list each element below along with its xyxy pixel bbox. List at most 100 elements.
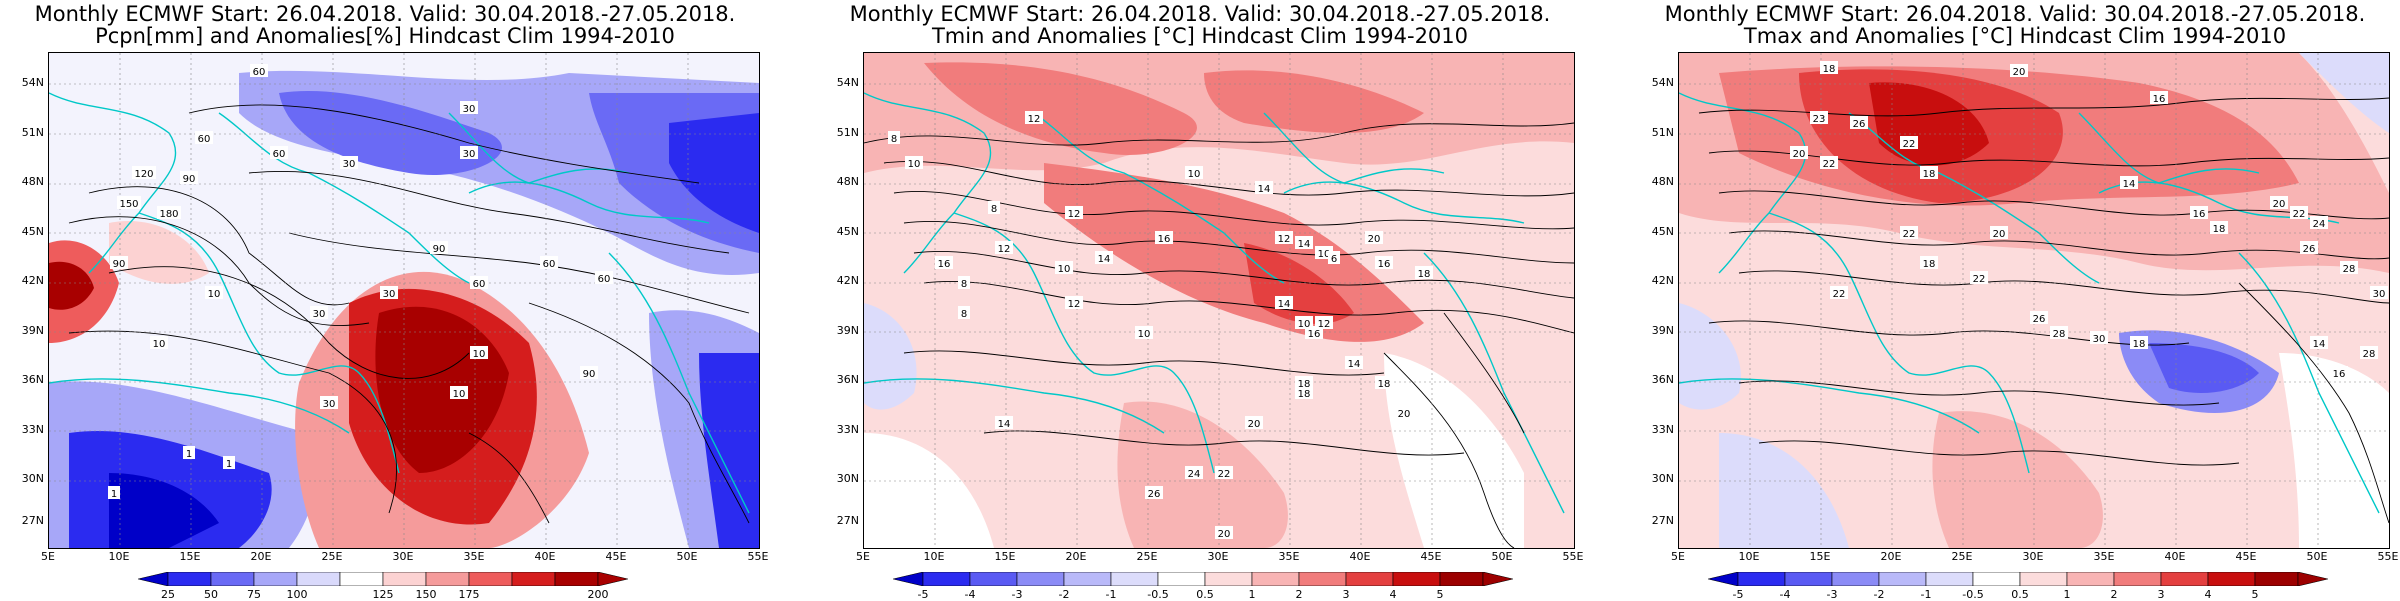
svg-text:60: 60 [198, 134, 211, 145]
contour-label: 16 [2150, 91, 2168, 105]
lon-label: 25E [1136, 550, 1158, 563]
contour-label: 14 [2120, 176, 2138, 190]
svg-text:30: 30 [323, 399, 336, 410]
lat-label: 51N [836, 126, 859, 139]
colorbar [893, 572, 1513, 586]
contour-label: 6 [1328, 251, 1340, 265]
lat-label: 42N [836, 274, 859, 287]
contour-label: 22 [1900, 226, 1918, 240]
svg-text:22: 22 [1218, 469, 1231, 480]
svg-text:1: 1 [226, 459, 232, 470]
colorbar-tick: 100 [286, 588, 308, 601]
contour-label: 10 [1295, 316, 1313, 330]
lon-label: 30E [1207, 550, 1229, 563]
svg-text:180: 180 [159, 209, 178, 220]
lat-label: 39N [1651, 324, 1674, 337]
contour-label: 20 [1790, 146, 1808, 160]
lat-label: 42N [21, 274, 44, 287]
precip-map: 60 30 60 90 120 150 180 90 60 30 10 10 30 60 90 10 30 30 6… [48, 52, 760, 549]
lon-label: 25E [321, 550, 343, 563]
svg-text:90: 90 [583, 369, 596, 380]
colorbar-tick: 75 [247, 588, 261, 601]
colorbar-tick: 3 [2157, 588, 2165, 601]
contour-label: 20 [2270, 196, 2288, 210]
colorbar-tick: -5 [1732, 588, 1744, 601]
lat-label: 51N [1651, 126, 1674, 139]
svg-text:20: 20 [1993, 229, 2006, 240]
colorbar-tick: -2 [1058, 588, 1070, 601]
svg-text:10: 10 [1298, 319, 1311, 330]
colorbar-tick: -4 [964, 588, 976, 601]
contour-label: 60 [270, 146, 288, 160]
svg-text:20: 20 [1793, 149, 1806, 160]
svg-text:30: 30 [343, 159, 356, 170]
colorbar-tick: -4 [1779, 588, 1791, 601]
contour-label: 26 [1850, 116, 1868, 130]
svg-text:10: 10 [208, 289, 221, 300]
svg-text:60: 60 [543, 259, 556, 270]
svg-text:90: 90 [183, 174, 196, 185]
colorbar-tick: 1 [2063, 588, 2071, 601]
lat-label: 33N [836, 423, 859, 436]
contour-label: 10 [450, 386, 468, 400]
contour-label: 28 [2340, 261, 2358, 275]
lat-label: 30N [21, 472, 44, 485]
lon-label: 5E [41, 550, 55, 563]
contour-label: 180 [157, 206, 181, 220]
svg-text:16: 16 [2153, 94, 2166, 105]
lon-label: 35E [463, 550, 485, 563]
svg-text:150: 150 [119, 199, 138, 210]
contour-label: 18 [1295, 386, 1313, 400]
contour-label: 10 [905, 156, 923, 170]
contour-label: 23 [1810, 111, 1828, 125]
contour-label: 18 [2210, 221, 2228, 235]
colorbar-tick: 150 [415, 588, 437, 601]
lat-label: 45N [1651, 225, 1674, 238]
contour-label: 26 [2300, 241, 2318, 255]
lat-label: 39N [836, 324, 859, 337]
lon-label: 45E [605, 550, 627, 563]
lat-label: 36N [21, 373, 44, 386]
lat-label: 51N [21, 126, 44, 139]
contour-label: 90 [430, 241, 448, 255]
contour-label: 16 [2330, 366, 2348, 380]
lat-label: 30N [836, 472, 859, 485]
contour-label: 12 [1065, 206, 1083, 220]
contour-label: 14 [1255, 181, 1273, 195]
svg-text:10: 10 [453, 389, 466, 400]
contour-label: 1 [223, 456, 235, 470]
contour-label: 14 [1345, 356, 1363, 370]
lon-label: 5E [856, 550, 870, 563]
colorbar-tick: -1 [1920, 588, 1932, 601]
lon-label: 40E [2164, 550, 2186, 563]
contour-label: 8 [958, 306, 970, 320]
svg-text:18: 18 [2213, 224, 2226, 235]
contour-label: 30 [2370, 286, 2388, 300]
lat-label: 42N [1651, 274, 1674, 287]
panel-title: Monthly ECMWF Start: 26.04.2018. Valid: … [849, 2, 1551, 26]
svg-text:20: 20 [1248, 419, 1261, 430]
svg-text:12: 12 [1318, 319, 1331, 330]
svg-text:30: 30 [313, 309, 326, 320]
lon-label: 55E [1562, 550, 1584, 563]
svg-text:10: 10 [1188, 169, 1201, 180]
lon-label: 45E [2235, 550, 2257, 563]
contour-label: 22 [2290, 206, 2308, 220]
lon-label: 30E [392, 550, 414, 563]
svg-text:28: 28 [2363, 349, 2376, 360]
svg-text:14: 14 [1258, 184, 1271, 195]
svg-text:30: 30 [2373, 289, 2386, 300]
svg-text:26: 26 [1148, 489, 1161, 500]
contour-label: 8 [988, 201, 1000, 215]
svg-text:8: 8 [961, 279, 967, 290]
contour-label: 18 [1375, 376, 1393, 390]
svg-text:1: 1 [186, 449, 192, 460]
contour-label: 8 [958, 276, 970, 290]
svg-text:10: 10 [908, 159, 921, 170]
svg-text:10: 10 [473, 349, 486, 360]
contour-label: 18 [1415, 266, 1433, 280]
contour-label: 14 [1295, 236, 1313, 250]
lon-label: 40E [1349, 550, 1371, 563]
svg-text:28: 28 [2343, 264, 2356, 275]
contour-label: 16 [2190, 206, 2208, 220]
